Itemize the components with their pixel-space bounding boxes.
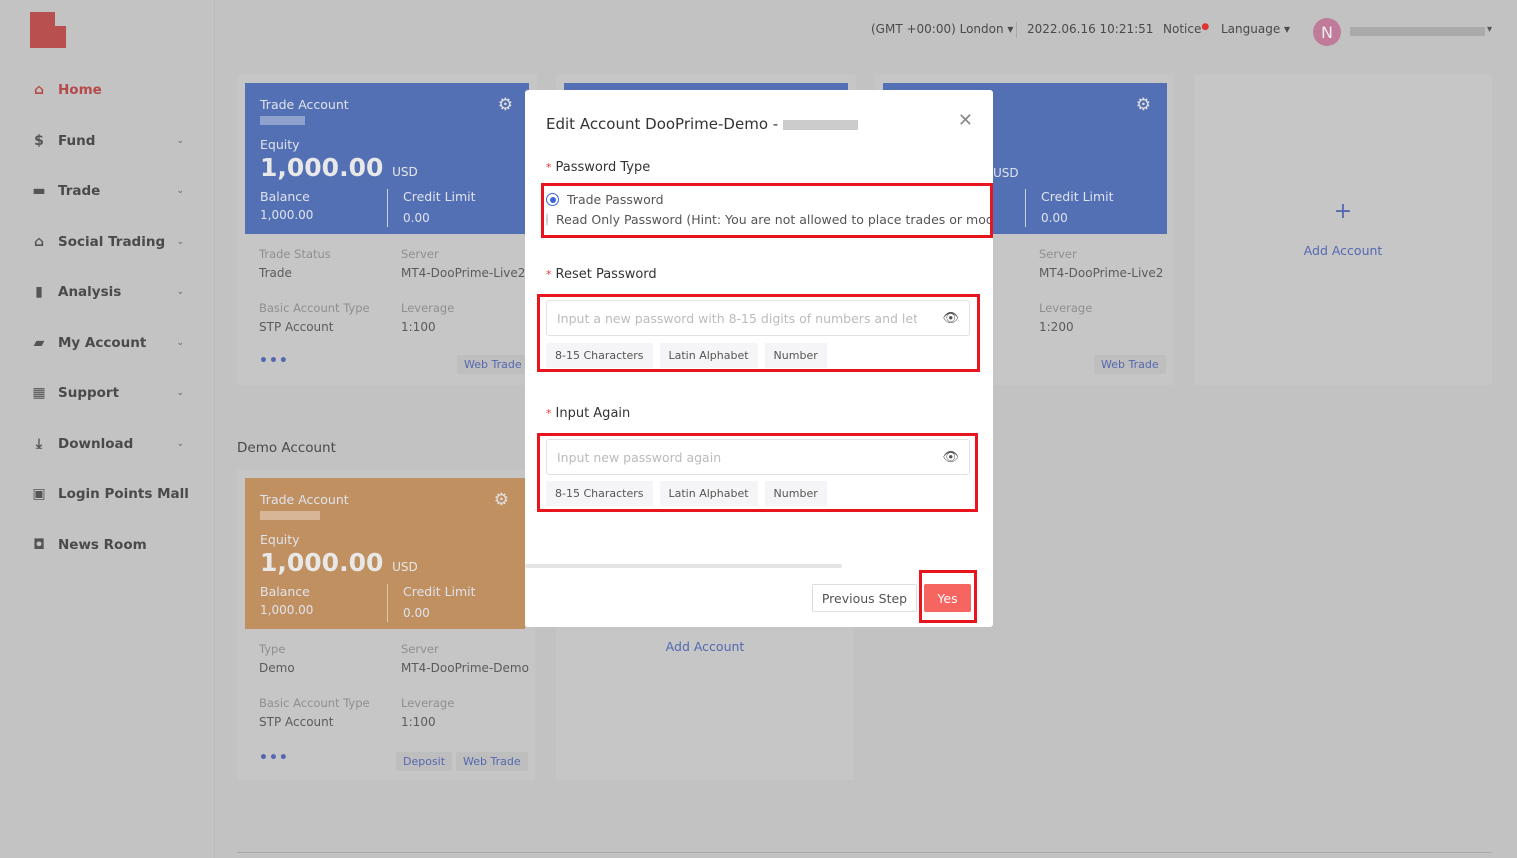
chevron-down-icon: ⌄ bbox=[176, 438, 184, 449]
sidebar-item-analysis[interactable]: ▮ Analysis ⌄ bbox=[30, 280, 190, 304]
password-rules: 8-15 Characters Latin Alphabet Number bbox=[546, 481, 834, 506]
chevron-down-icon: ⌄ bbox=[176, 186, 184, 196]
grid-icon: ▦ bbox=[32, 385, 46, 401]
input-again-field[interactable]: 👁 bbox=[546, 439, 970, 475]
avatar[interactable]: N bbox=[1313, 18, 1341, 46]
web-trade-button[interactable]: Web Trade bbox=[457, 355, 529, 374]
sidebar-item-my-account[interactable]: ▰ My Account ⌄ bbox=[30, 331, 190, 355]
more-icon[interactable]: ••• bbox=[259, 353, 289, 369]
sidebar-item-label: Analysis bbox=[58, 284, 122, 300]
language-select[interactable]: Language ▾ bbox=[1221, 22, 1291, 36]
sidebar-item-label: News Room bbox=[58, 536, 147, 553]
highlight-box bbox=[537, 294, 980, 372]
sidebar-item-label: Fund bbox=[58, 132, 96, 149]
sidebar-item-download[interactable]: ⤓ Download ⌄ bbox=[30, 432, 190, 456]
divider bbox=[1016, 22, 1017, 38]
eye-icon[interactable]: 👁 bbox=[942, 310, 959, 326]
bar-chart-icon: ▮ bbox=[35, 284, 43, 300]
input-again-input[interactable] bbox=[557, 449, 917, 465]
sidebar-item-home[interactable]: ⌂ Home bbox=[30, 78, 190, 102]
gear-icon[interactable]: ⚙ bbox=[1135, 95, 1151, 115]
card-header: Trade Account ⚙ Equity 1,000.00 USD Bala… bbox=[245, 83, 529, 234]
account-number-blurred bbox=[260, 511, 320, 520]
web-trade-button[interactable]: Web Trade bbox=[456, 752, 528, 771]
chevron-down-icon: ⌄ bbox=[176, 287, 184, 297]
dollar-icon: $ bbox=[34, 132, 44, 149]
deposit-button[interactable]: Deposit bbox=[396, 752, 453, 771]
add-account-card[interactable]: + Add Account bbox=[1194, 75, 1492, 385]
web-trade-button[interactable]: Web Trade bbox=[1094, 355, 1166, 374]
close-icon[interactable]: ✕ bbox=[957, 110, 973, 131]
sidebar-item-news-room[interactable]: ◘ News Room bbox=[30, 533, 190, 557]
chevron-down-icon[interactable]: ▾ bbox=[1487, 24, 1493, 35]
eye-icon[interactable]: 👁 bbox=[942, 449, 959, 465]
gear-icon[interactable]: ⚙ bbox=[493, 490, 509, 510]
card-header: Trade Account ⚙ Equity 1,000.00 USD Bala… bbox=[245, 478, 525, 629]
datetime: 2022.06.16 10:21:51 bbox=[1027, 22, 1154, 36]
highlight-box bbox=[537, 433, 978, 512]
demo-account-card: Trade Account ⚙ Equity 1,000.00 USD Bala… bbox=[237, 470, 535, 780]
horizontal-scrollbar[interactable] bbox=[525, 564, 842, 568]
house-user-icon: ⌂ bbox=[33, 233, 45, 250]
account-number-blurred bbox=[782, 119, 858, 130]
sidebar bbox=[0, 0, 215, 858]
edit-account-modal: Edit Account DooPrime-Demo - ✕ * Password… bbox=[525, 90, 993, 627]
divider bbox=[237, 852, 1492, 853]
gear-icon[interactable]: ⚙ bbox=[497, 95, 513, 115]
news-icon: ◘ bbox=[33, 536, 45, 553]
sidebar-item-label: My Account bbox=[58, 334, 147, 351]
chevron-down-icon: ⌄ bbox=[176, 236, 184, 247]
sidebar-item-trade[interactable]: ▬ Trade ⌄ bbox=[30, 179, 190, 203]
brand-logo[interactable] bbox=[30, 12, 67, 48]
section-title: Demo Account bbox=[237, 440, 336, 456]
account-number-blurred bbox=[260, 116, 305, 125]
username-blurred[interactable] bbox=[1350, 27, 1485, 36]
chevron-down-icon: ⌄ bbox=[176, 388, 184, 398]
highlight-box bbox=[919, 570, 977, 623]
previous-step-button[interactable]: Previous Step bbox=[812, 584, 917, 612]
password-type-radio-group: Trade Password Read Only Password (Hint:… bbox=[546, 192, 993, 227]
sidebar-item-label: Support bbox=[58, 385, 120, 401]
timezone-select[interactable]: (GMT +00:00) London ▾ bbox=[871, 22, 1014, 36]
reset-password-input[interactable] bbox=[557, 310, 917, 326]
folder-icon: ▰ bbox=[33, 334, 45, 351]
sidebar-item-label: Download bbox=[58, 435, 134, 452]
sidebar-item-login-points-mall[interactable]: ▣ Login Points Mall bbox=[30, 482, 190, 506]
chevron-down-icon: ⌄ bbox=[176, 337, 184, 348]
download-icon: ⤓ bbox=[35, 435, 43, 452]
radio-read-only-password[interactable]: Read Only Password (Hint: You are not al… bbox=[546, 212, 993, 227]
card-icon: ▬ bbox=[32, 183, 46, 199]
notice-link[interactable]: Notice● bbox=[1163, 22, 1210, 36]
sidebar-item-label: Trade bbox=[58, 183, 101, 199]
sidebar-item-support[interactable]: ▦ Support ⌄ bbox=[30, 381, 190, 405]
sidebar-item-label: Social Trading bbox=[58, 233, 166, 250]
gift-icon: ▣ bbox=[32, 486, 46, 502]
reset-password-field[interactable]: 👁 bbox=[546, 300, 970, 336]
more-icon[interactable]: ••• bbox=[259, 750, 289, 766]
modal-title: Edit Account DooPrime-Demo - bbox=[546, 115, 779, 133]
sidebar-item-label: Home bbox=[58, 82, 102, 98]
chevron-down-icon: ⌄ bbox=[176, 135, 184, 146]
account-card: Trade Account ⚙ Equity 1,000.00 USD Bala… bbox=[237, 75, 537, 385]
radio-trade-password[interactable]: Trade Password bbox=[546, 192, 993, 207]
yes-button[interactable]: Yes bbox=[924, 584, 971, 612]
highlight-box bbox=[541, 183, 993, 238]
password-rules: 8-15 Characters Latin Alphabet Number bbox=[546, 343, 834, 368]
plus-icon: + bbox=[1333, 199, 1353, 224]
sidebar-item-social-trading[interactable]: ⌂ Social Trading ⌄ bbox=[30, 230, 190, 254]
home-icon: ⌂ bbox=[33, 82, 45, 98]
sidebar-item-fund[interactable]: $ Fund ⌄ bbox=[30, 129, 190, 153]
sidebar-item-label: Login Points Mall bbox=[58, 486, 189, 502]
